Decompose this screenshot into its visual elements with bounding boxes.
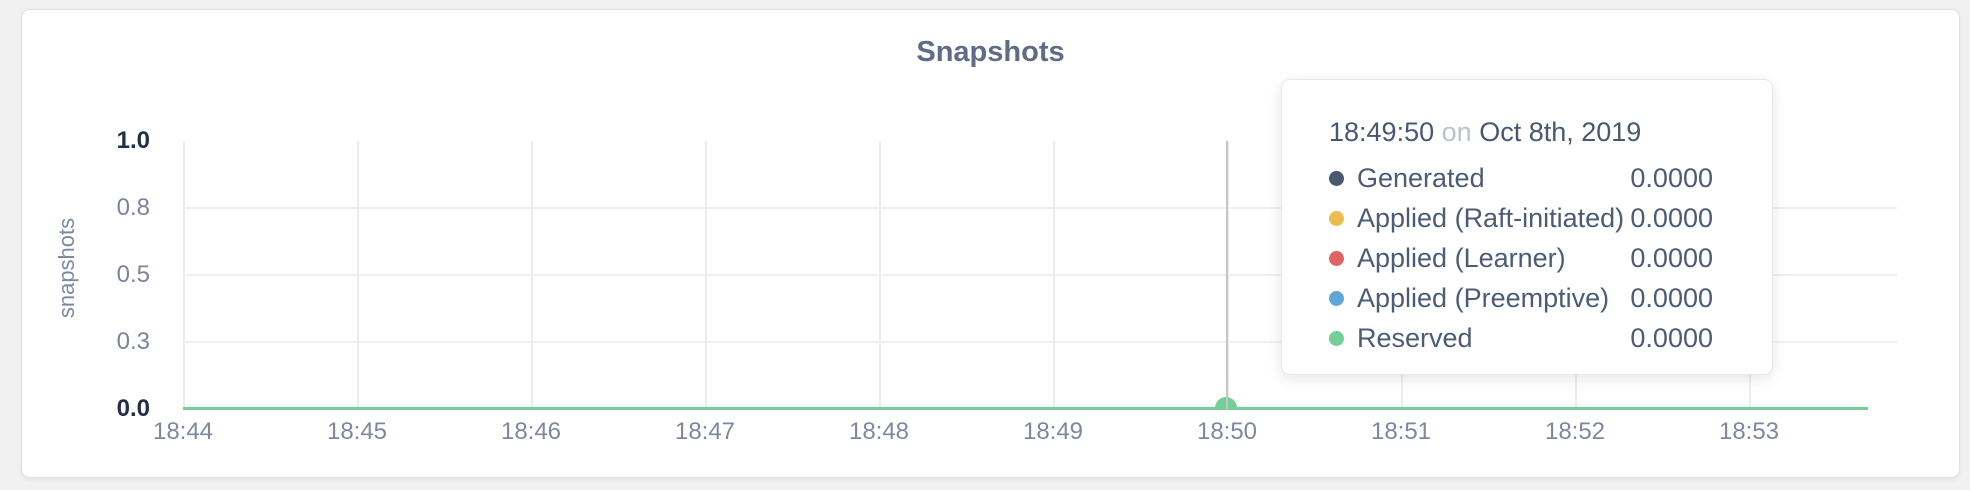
tooltip-row-applied-preemptive: Applied (Preemptive) 0.0000 (1329, 278, 1713, 318)
snapshots-chart-card: Snapshots snapshots 1.0 0.8 0.5 0.3 0.0 … (21, 9, 1960, 478)
series-dot-reserved-icon (1329, 330, 1344, 346)
tooltip-row-generated: Generated 0.0000 (1329, 158, 1713, 198)
tooltip-row-applied-raft: Applied (Raft-initiated) 0.0000 (1329, 198, 1713, 238)
tooltip-conjunction: on (1441, 117, 1472, 147)
series-label: Reserved (1357, 322, 1473, 353)
x-tick-label: 18:53 (1718, 418, 1780, 445)
tooltip-row-reserved: Reserved 0.0000 (1329, 318, 1713, 358)
tooltip-date: Oct 8th, 2019 (1479, 117, 1642, 147)
series-dot-applied-learner-icon (1329, 250, 1344, 266)
series-value: 0.0000 (1630, 242, 1713, 273)
chart-title: Snapshots (916, 36, 1065, 68)
y-tick-label: 0.3 (116, 328, 150, 355)
x-tick-label: 18:48 (848, 418, 910, 445)
tooltip-row-applied-learner: Applied (Learner) 0.0000 (1329, 238, 1713, 278)
gridline-horizontal (183, 274, 1897, 276)
series-label: Applied (Raft-initiated) (1357, 202, 1625, 233)
series-line-reserved (183, 407, 1868, 410)
y-tick-label: 1.0 (116, 127, 150, 154)
series-dot-applied-preemptive-icon (1329, 290, 1344, 306)
gridline-horizontal (183, 341, 1897, 343)
series-value: 0.0000 (1630, 162, 1713, 193)
x-tick-label: 18:49 (1022, 418, 1084, 445)
x-tick-label: 18:46 (500, 418, 562, 445)
series-value: 0.0000 (1630, 322, 1713, 353)
gridline-horizontal (183, 207, 1897, 209)
series-dot-generated-icon (1329, 170, 1344, 186)
series-label: Generated (1357, 162, 1485, 193)
x-tick-label: 18:51 (1370, 418, 1432, 445)
tooltip-timestamp: 18:49:50 on Oct 8th, 2019 (1329, 112, 1713, 152)
chart-tooltip: 18:49:50 on Oct 8th, 2019 Generated 0.00… (1281, 79, 1773, 375)
y-tick-label: 0.5 (116, 261, 150, 288)
x-tick-label: 18:52 (1544, 418, 1606, 445)
y-tick-label: 0.8 (116, 194, 150, 221)
tooltip-time: 18:49:50 (1329, 117, 1435, 147)
series-value: 0.0000 (1630, 202, 1713, 233)
series-value: 0.0000 (1630, 282, 1713, 313)
y-tick-label: 0.0 (116, 395, 150, 422)
x-tick-label: 18:47 (674, 418, 736, 445)
series-dot-applied-raft-icon (1329, 210, 1344, 226)
x-tick-label: 18:45 (326, 418, 388, 445)
series-label: Applied (Preemptive) (1357, 282, 1610, 313)
series-label: Applied (Learner) (1357, 242, 1566, 273)
x-tick-label: 18:44 (152, 418, 214, 445)
hover-crosshair-line (1226, 141, 1228, 409)
x-tick-label: 18:50 (1196, 418, 1258, 445)
